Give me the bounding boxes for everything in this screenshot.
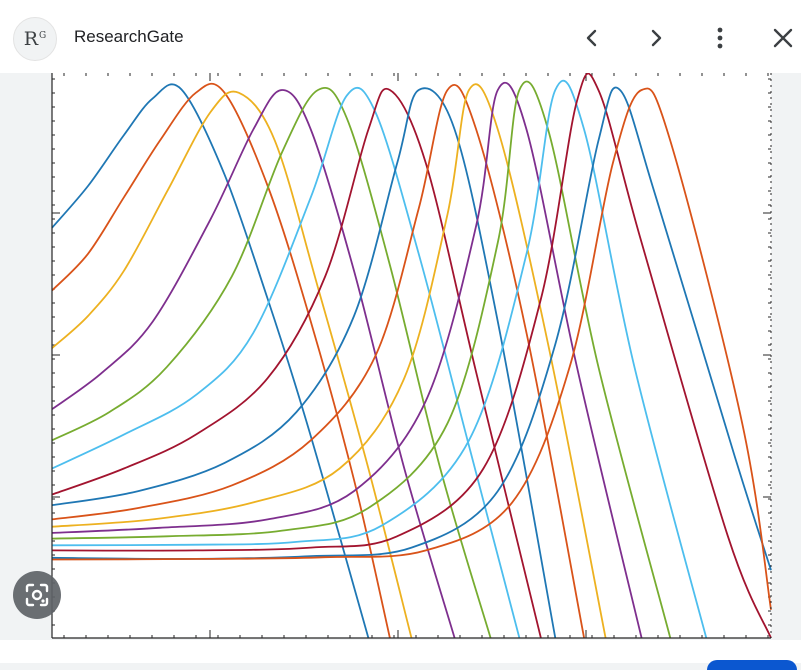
action-pill-button[interactable] xyxy=(707,660,797,670)
more-vert-icon xyxy=(717,27,723,49)
line-chart xyxy=(0,73,801,640)
site-name[interactable]: ResearchGate xyxy=(74,27,184,46)
more-options-button[interactable] xyxy=(702,19,738,57)
close-icon xyxy=(773,28,793,48)
series-line-6 xyxy=(51,86,521,639)
series-line-9 xyxy=(51,84,585,639)
lens-search-button[interactable] xyxy=(13,571,61,619)
bottom-bar xyxy=(0,640,801,663)
next-button[interactable] xyxy=(638,19,674,57)
series-line-4 xyxy=(51,89,456,639)
series-line-14 xyxy=(51,73,772,639)
favicon-letter: R xyxy=(23,28,39,50)
series-line-16 xyxy=(51,87,772,610)
chevron-left-icon xyxy=(586,29,597,47)
series-line-5 xyxy=(51,87,492,639)
close-button[interactable] xyxy=(765,19,801,57)
series-line-15 xyxy=(51,86,772,571)
series-line-11 xyxy=(51,81,643,639)
axis-ticks xyxy=(52,73,771,638)
camera-lens-icon xyxy=(25,583,49,607)
series-line-8 xyxy=(51,87,557,639)
series-line-2 xyxy=(51,82,391,639)
series-line-3 xyxy=(51,90,413,639)
series-line-12 xyxy=(51,80,672,639)
series-line-1 xyxy=(51,83,370,639)
series-line-7 xyxy=(51,87,542,639)
chevron-right-icon xyxy=(651,29,662,47)
favicon-superscript: G xyxy=(39,31,47,41)
series-group xyxy=(51,73,772,639)
previous-button[interactable] xyxy=(574,19,610,57)
series-line-13 xyxy=(51,79,708,639)
result-image[interactable] xyxy=(0,73,801,640)
series-line-10 xyxy=(51,83,607,639)
